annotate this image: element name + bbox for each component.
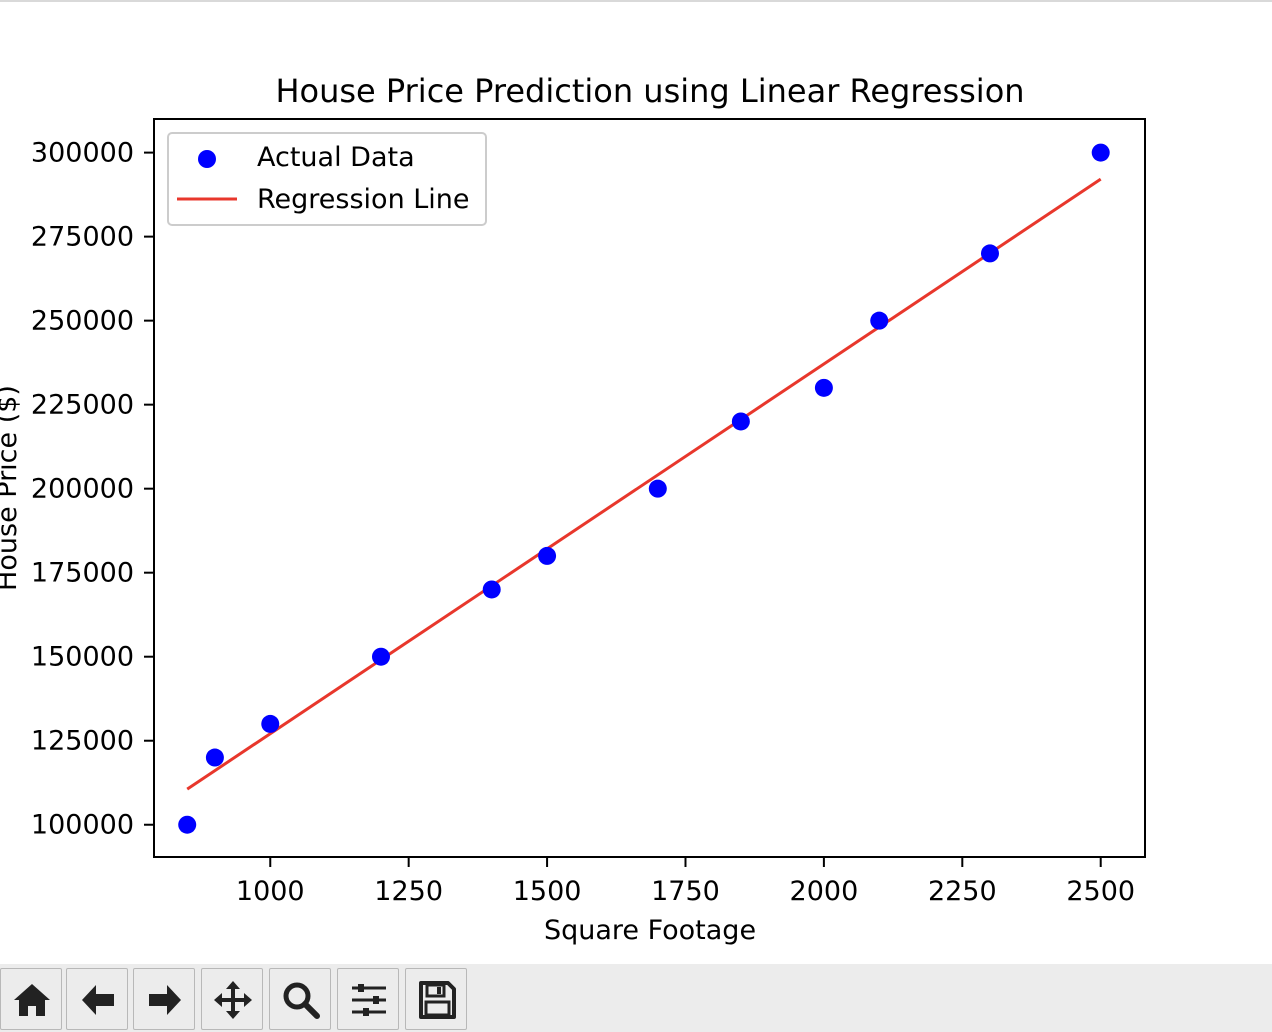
plot-marks xyxy=(178,143,1110,834)
legend-box xyxy=(167,132,487,226)
y-tick-label: 150000 xyxy=(31,642,134,673)
home-button[interactable] xyxy=(0,968,62,1030)
legend-marker-actual-data xyxy=(198,150,216,168)
legend-label-actual-data: Actual Data xyxy=(257,142,415,173)
chart-title: House Price Prediction using Linear Regr… xyxy=(275,72,1024,110)
data-point xyxy=(980,244,999,263)
data-point xyxy=(1091,143,1110,162)
zoom-button[interactable] xyxy=(269,968,331,1030)
legend: Actual Data Regression Line xyxy=(167,132,487,226)
data-point xyxy=(482,580,501,599)
x-axis-ticks: 1000 1250 1500 1750 2000 2250 2500 xyxy=(236,857,1135,907)
x-tick-label: 2500 xyxy=(1066,876,1135,907)
x-tick-label: 2250 xyxy=(928,876,997,907)
pan-icon xyxy=(214,981,252,1019)
navigation-toolbar xyxy=(0,964,1272,1032)
pan-button[interactable] xyxy=(201,968,263,1030)
zoom-icon xyxy=(283,982,320,1019)
data-point xyxy=(870,311,889,330)
data-point xyxy=(538,546,557,565)
x-tick-label: 1750 xyxy=(651,876,720,907)
y-axis-ticks: 100000 125000 150000 175000 200000 225000 2500… xyxy=(31,138,154,841)
x-tick-label: 1000 xyxy=(236,876,305,907)
data-point xyxy=(814,378,833,397)
y-tick-label: 175000 xyxy=(31,558,134,589)
save-icon xyxy=(419,981,456,1019)
legend-label-regression-line: Regression Line xyxy=(257,184,470,215)
y-tick-label: 250000 xyxy=(31,306,134,337)
data-point xyxy=(648,479,667,498)
figure-canvas: House Price Prediction using Linear Regr… xyxy=(0,2,1272,964)
x-axis-label: Square Footage xyxy=(544,915,756,946)
window-top-border xyxy=(0,0,1272,2)
x-tick-label: 2000 xyxy=(790,876,859,907)
home-icon xyxy=(14,984,50,1016)
chart: House Price Prediction using Linear Regr… xyxy=(0,72,1146,946)
configure-subplots-button[interactable] xyxy=(337,968,399,1030)
save-button[interactable] xyxy=(405,968,467,1030)
data-point xyxy=(731,412,750,431)
configure-subplots-icon xyxy=(352,984,386,1016)
y-tick-label: 200000 xyxy=(31,474,134,505)
y-tick-label: 275000 xyxy=(31,222,134,253)
axes-frame xyxy=(153,118,1146,858)
data-point xyxy=(205,748,224,767)
regression-line xyxy=(186,177,1102,791)
y-axis-label: House Price ($) xyxy=(0,385,23,591)
x-tick-label: 1500 xyxy=(513,876,582,907)
back-arrow-icon xyxy=(82,985,114,1015)
y-tick-label: 225000 xyxy=(31,390,134,421)
data-point xyxy=(178,815,197,834)
forward-arrow-icon xyxy=(149,985,181,1015)
y-tick-label: 300000 xyxy=(31,138,134,169)
data-point xyxy=(371,647,390,666)
y-tick-label: 125000 xyxy=(31,726,134,757)
back-button[interactable] xyxy=(66,968,128,1030)
forward-button[interactable] xyxy=(133,968,195,1030)
data-point xyxy=(261,714,280,733)
x-tick-label: 1250 xyxy=(374,876,443,907)
y-tick-label: 100000 xyxy=(31,810,134,841)
